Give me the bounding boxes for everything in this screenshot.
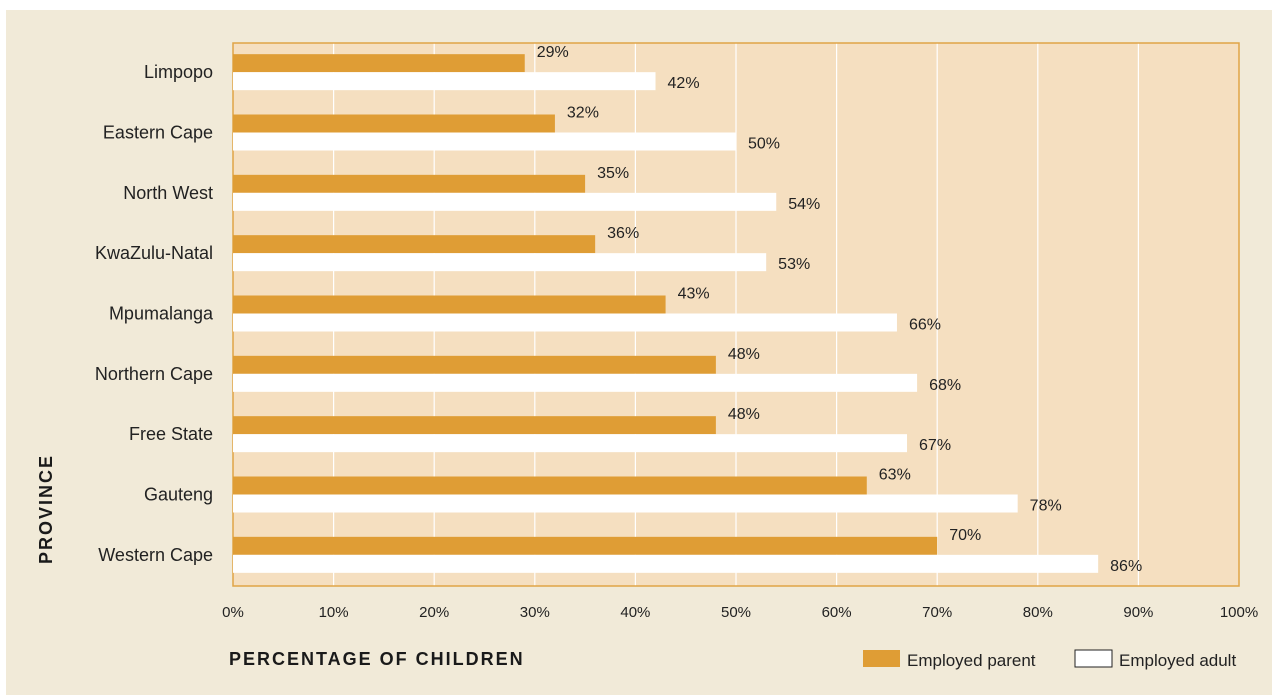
- data-label-employed-adult: 67%: [919, 437, 951, 454]
- bar-employed-adult: [233, 192, 777, 211]
- category-label: North West: [123, 183, 213, 203]
- data-label-employed-adult: 54%: [788, 196, 820, 213]
- legend-label-employed-parent: Employed parent: [907, 651, 1036, 670]
- data-label-employed-parent: 70%: [949, 527, 981, 544]
- data-label-employed-parent: 43%: [678, 286, 710, 303]
- bar-employed-adult: [233, 494, 1018, 513]
- x-tick-label: 30%: [520, 604, 550, 621]
- data-label-employed-parent: 48%: [728, 346, 760, 363]
- bars: [233, 54, 1099, 573]
- bar-employed-adult: [233, 132, 736, 151]
- bar-employed-parent: [233, 114, 555, 133]
- category-label: Northern Cape: [95, 364, 213, 384]
- legend-swatch-employed-parent: [863, 650, 900, 667]
- bar-employed-parent: [233, 54, 525, 73]
- category-label: Free State: [129, 424, 213, 444]
- bar-employed-adult: [233, 253, 767, 272]
- x-tick-label: 80%: [1023, 604, 1053, 621]
- bar-employed-adult: [233, 434, 908, 453]
- x-axis-title: PERCENTAGE OF CHILDREN: [229, 649, 525, 669]
- data-label-employed-adult: 66%: [909, 317, 941, 334]
- data-label-employed-parent: 36%: [607, 225, 639, 242]
- data-label-employed-parent: 63%: [879, 467, 911, 484]
- x-tick-label: 0%: [222, 604, 244, 621]
- data-label-employed-adult: 42%: [668, 75, 700, 92]
- data-label-employed-parent: 32%: [567, 105, 599, 122]
- data-label-employed-parent: 35%: [597, 165, 629, 182]
- bar-employed-adult: [233, 313, 897, 332]
- category-label: Gauteng: [144, 485, 213, 505]
- y-axis-title: PROVINCE: [36, 454, 56, 564]
- bar-employed-adult: [233, 373, 918, 392]
- category-label: Mpumalanga: [109, 304, 214, 324]
- bar-employed-parent: [233, 295, 666, 314]
- legend-swatch-employed-adult: [1074, 649, 1113, 668]
- x-tick-label: 50%: [721, 604, 751, 621]
- category-label: Eastern Cape: [103, 123, 213, 143]
- category-label: Limpopo: [144, 62, 213, 82]
- legend: Employed parent Employed adult: [863, 649, 1236, 670]
- bar-employed-parent: [233, 235, 596, 254]
- data-label-employed-parent: 29%: [537, 44, 569, 61]
- value-labels: 29% 42% 32% 50% 35% 54% 36% 53% 43% 66% 48% 68% 48% 6…: [537, 44, 1142, 575]
- x-tick-label: 20%: [419, 604, 449, 621]
- x-tick-labels: 0% 10% 20% 30% 40% 50% 60% 70% 80% 90% 100%: [222, 604, 1258, 621]
- bar-employed-parent: [233, 476, 867, 495]
- x-tick-label: 70%: [922, 604, 952, 621]
- x-tick-label: 100%: [1220, 604, 1258, 621]
- bar-employed-adult: [233, 72, 656, 91]
- bar-employed-parent: [233, 355, 716, 374]
- bar-employed-parent: [233, 416, 716, 435]
- data-label-employed-adult: 78%: [1030, 498, 1062, 515]
- data-label-employed-adult: 86%: [1110, 558, 1142, 575]
- x-tick-label: 10%: [319, 604, 349, 621]
- data-label-employed-adult: 50%: [748, 136, 780, 153]
- x-tick-label: 60%: [822, 604, 852, 621]
- category-labels: Limpopo Eastern Cape North West KwaZulu-Nat…: [95, 62, 214, 565]
- data-label-employed-adult: 68%: [929, 377, 961, 394]
- category-label: KwaZulu-Natal: [95, 243, 213, 263]
- x-tick-label: 40%: [620, 604, 650, 621]
- x-tick-label: 90%: [1123, 604, 1153, 621]
- bar-employed-parent: [233, 174, 586, 193]
- legend-label-employed-adult: Employed adult: [1119, 651, 1236, 670]
- category-label: Western Cape: [98, 545, 213, 565]
- data-label-employed-adult: 53%: [778, 256, 810, 273]
- bar-employed-parent: [233, 536, 938, 555]
- bar-employed-adult: [233, 554, 1099, 573]
- data-label-employed-parent: 48%: [728, 406, 760, 423]
